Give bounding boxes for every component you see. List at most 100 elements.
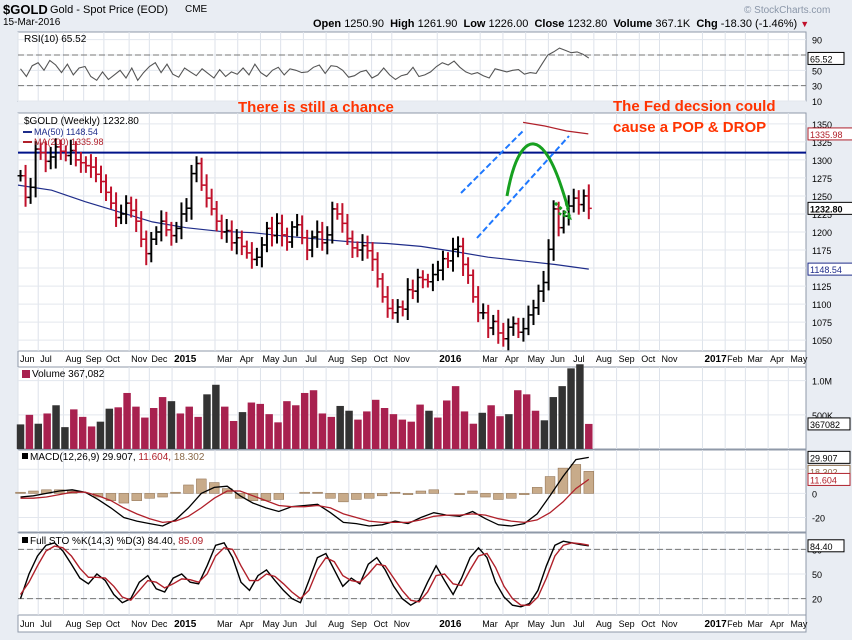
macd-histogram-bar <box>570 464 582 494</box>
volume-bar <box>292 405 300 449</box>
volume-bar <box>487 405 495 449</box>
macd-histogram-bar <box>28 490 39 494</box>
price-tag-box <box>807 201 852 215</box>
volume-bar <box>123 392 131 449</box>
volume-bar <box>442 400 451 449</box>
sto-y-tick-label: 50 <box>812 570 822 580</box>
macd-histogram-bar <box>364 493 375 499</box>
price-y-tick-label: 1100 <box>812 300 831 310</box>
volume-value-tag-box <box>807 417 851 431</box>
annotation-left: There is still a chance <box>238 99 394 116</box>
volume-bar <box>327 416 336 449</box>
volume-bar <box>585 423 593 449</box>
rsi-y-tick-label: 10 <box>812 97 822 107</box>
x-axis-label: Mar <box>482 354 498 364</box>
x-axis-label: May <box>790 354 808 364</box>
x-axis-label: Aug <box>65 354 81 364</box>
x-axis-label: Nov <box>662 619 679 629</box>
x-axis-label: Jun <box>283 619 298 629</box>
x-axis-label: Jul <box>305 619 317 629</box>
x-axis-label: Aug <box>328 354 344 364</box>
dropdown-arrow-icon[interactable]: ▼ <box>800 19 810 29</box>
macd-histogram-bar <box>338 493 349 503</box>
price-tag: 1148.54 <box>810 265 842 275</box>
x-axis-label: Jul <box>40 354 52 364</box>
macd-histogram-bar <box>170 491 181 494</box>
volume-legend-swatch <box>22 370 30 378</box>
volume-bar <box>194 416 202 449</box>
macd-histogram-bar <box>157 493 168 498</box>
x-axis-label: Nov <box>394 619 411 629</box>
macd-histogram-bar <box>131 493 142 501</box>
x-axis-label: Aug <box>596 354 612 364</box>
volume-y-tick-label: 1.0M <box>812 377 832 387</box>
x-axis-label: Nov <box>131 354 148 364</box>
volume-bar <box>132 406 140 449</box>
price-tag: 1335.98 <box>810 130 843 140</box>
x-axis-label: Oct <box>106 619 121 629</box>
macd-histogram-bar <box>454 493 465 495</box>
volume-bar <box>16 424 25 449</box>
x-axis-label: 2016 <box>439 354 462 365</box>
macd-title: MACD(12,26,9) 29.907, 11.604, 18.302 <box>30 452 205 463</box>
x-axis-label: Dec <box>151 619 168 629</box>
x-axis-label: Sep <box>86 619 102 629</box>
x-axis-label: Mar <box>747 619 763 629</box>
volume-bar <box>274 422 282 449</box>
macd-histogram-bar <box>15 491 26 494</box>
volume-bar <box>354 419 362 449</box>
volume-bar <box>141 417 149 449</box>
macd-histogram-bar <box>144 493 155 499</box>
stockcharts-watermark: © StockCharts.com <box>744 5 831 16</box>
x-axis-label: May <box>262 619 280 629</box>
x-axis-label: Jul <box>573 354 585 364</box>
x-axis-label: Oct <box>374 354 389 364</box>
price-y-tick-label: 1200 <box>812 228 832 238</box>
price-y-tick-label: 1275 <box>812 174 832 184</box>
projection-arc <box>505 142 570 209</box>
channel-upper-line <box>460 130 524 194</box>
volume-bar <box>61 427 69 449</box>
volume-bar <box>514 390 522 449</box>
macd-histogram-bar <box>493 493 504 500</box>
volume-bar <box>416 404 424 449</box>
volume-bar <box>87 426 96 449</box>
rsi-y-tick-label: 50 <box>812 66 822 76</box>
macd-histogram-bar <box>467 490 478 494</box>
volume-bar <box>96 421 105 449</box>
price-y-tick-label: 1175 <box>812 246 831 256</box>
price-y-tick-label: 1300 <box>812 156 832 166</box>
rsi-y-tick-label: 30 <box>812 82 822 92</box>
volume-bar <box>496 416 504 449</box>
macd-tag: 11.604 <box>810 475 837 485</box>
volume-bar <box>318 413 327 449</box>
x-axis-label: Apr <box>770 619 784 629</box>
x-axis-label: Mar <box>747 354 763 364</box>
volume-bar <box>336 405 344 449</box>
price-tag-box <box>807 127 852 141</box>
x-axis-label: May <box>790 619 808 629</box>
x-axis-label: Sep <box>619 354 635 364</box>
price-tag-box <box>807 262 852 276</box>
ohlc-summary: Open 1250.90 High 1261.90 Low 1226.00 Cl… <box>313 18 810 30</box>
volume-title: Volume 367,082 <box>32 369 105 380</box>
channel-lower-line <box>476 135 570 239</box>
x-axis-label: Apr <box>770 354 784 364</box>
volume-bar <box>185 406 193 449</box>
macd-histogram-bar <box>183 484 194 494</box>
volume-bar <box>363 411 371 449</box>
projection-arrow-head <box>557 202 572 221</box>
macd-histogram-bar <box>351 493 362 500</box>
volume-bar <box>425 410 433 449</box>
x-axis-label: Mar <box>217 619 233 629</box>
x-axis-label: Jun <box>550 619 565 629</box>
volume-bar <box>434 417 442 449</box>
annotation-right-line1: The Fed decsion could <box>613 98 776 115</box>
price-y-tick-label: 1350 <box>812 120 832 130</box>
volume-bar <box>309 390 318 449</box>
volume-bar <box>300 392 309 449</box>
volume-bar <box>203 394 211 449</box>
volume-bar <box>345 410 353 449</box>
macd-y-tick-label: -20 <box>812 514 825 524</box>
